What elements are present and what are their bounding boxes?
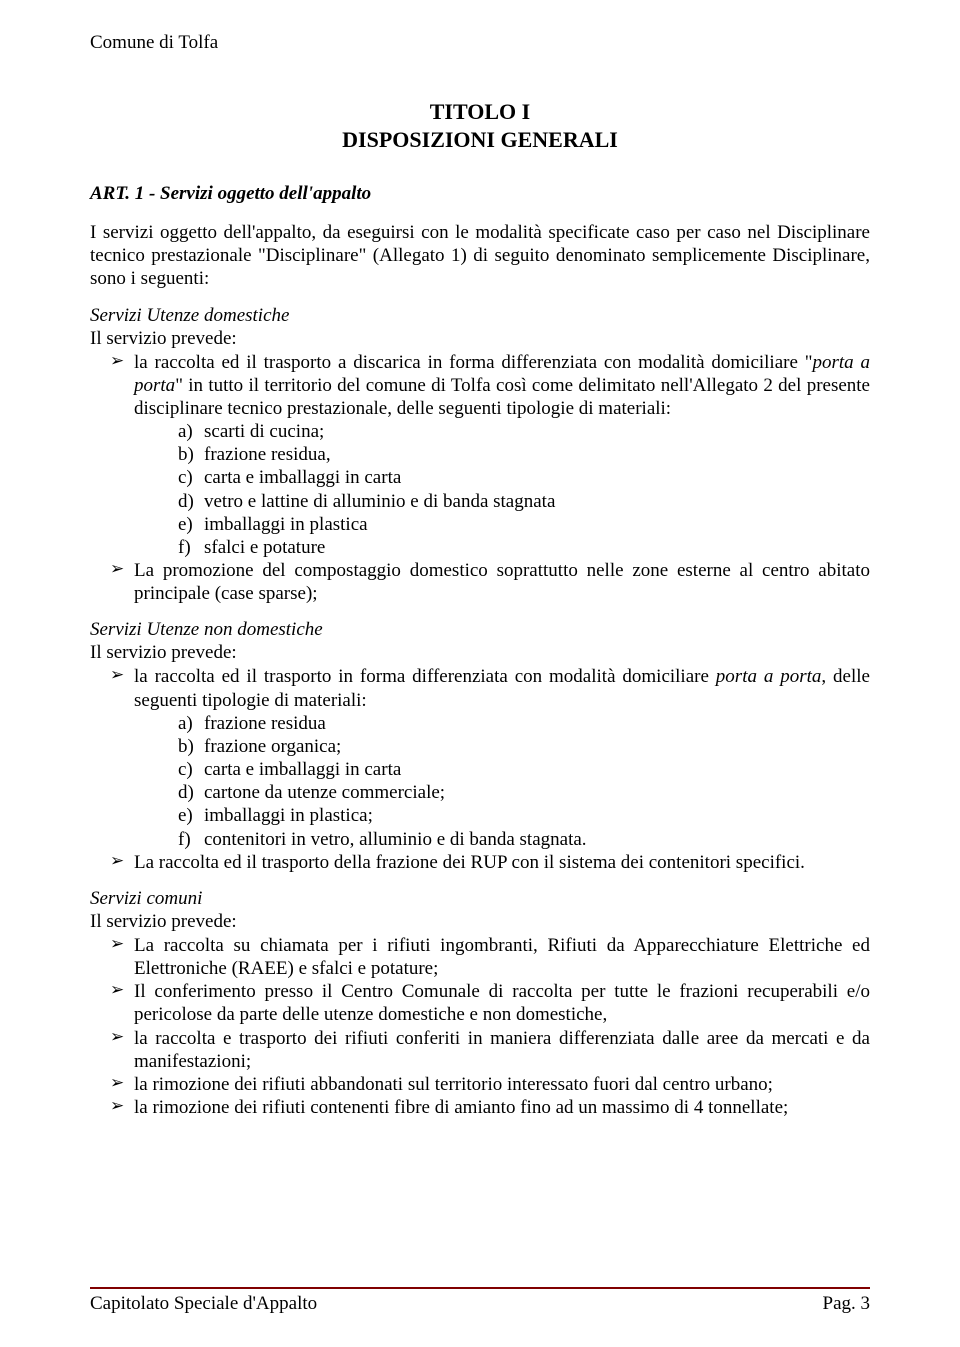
list-marker: e) (178, 513, 193, 536)
list-marker: d) (178, 781, 194, 804)
list-marker: a) (178, 712, 193, 735)
section-label-nondomestic: Servizi Utenze non domestiche (90, 619, 870, 641)
bullet-list-1: la raccolta ed il trasporto a discarica … (90, 351, 870, 606)
section-label-domestic: Servizi Utenze domestiche (90, 305, 870, 327)
list-marker: f) (178, 828, 191, 851)
sub-text: frazione residua (204, 713, 326, 734)
sub-text: carta e imballaggi in carta (204, 759, 401, 780)
bullet-item: la raccolta ed il trasporto in forma dif… (90, 665, 870, 850)
sub-item: a) frazione residua (134, 712, 870, 735)
bullet-item: la rimozione dei rifiuti contenenti fibr… (90, 1096, 870, 1119)
list-marker: d) (178, 490, 194, 513)
title-line-2: DISPOSIZIONI GENERALI (90, 126, 870, 154)
title-line-1: TITOLO I (90, 98, 870, 126)
text-italic: porta a porta (716, 666, 822, 687)
bullet-item: Il conferimento presso il Centro Comunal… (90, 980, 870, 1026)
list-marker: c) (178, 466, 193, 489)
list-marker: a) (178, 420, 193, 443)
service-intro-1: Il servizio prevede: (90, 328, 870, 350)
sub-text: vetro e lattine di alluminio e di banda … (204, 491, 555, 512)
footer-left: Capitolato Speciale d'Appalto (90, 1293, 317, 1315)
sub-item: e) imballaggi in plastica; (134, 804, 870, 827)
list-marker: c) (178, 758, 193, 781)
service-intro-3: Il servizio prevede: (90, 911, 870, 933)
sub-list-1: a)scarti di cucina; b)frazione residua, … (134, 420, 870, 559)
section-label-common: Servizi comuni (90, 888, 870, 910)
sub-item: d) cartone da utenze commerciale; (134, 781, 870, 804)
sub-item: d) vetro e lattine di alluminio e di band… (134, 490, 870, 513)
text-fragment: " in tutto il territorio del comune di T… (134, 375, 870, 419)
sub-item: c) carta e imballaggi in carta (134, 466, 870, 489)
sub-item: b) frazione organica; (134, 735, 870, 758)
bullet-item: la raccolta ed il trasporto a discarica … (90, 351, 870, 560)
page-header: Comune di Tolfa (90, 32, 870, 54)
intro-paragraph: I servizi oggetto dell'appalto, da esegu… (90, 221, 870, 291)
sub-text: frazione organica; (204, 736, 341, 757)
service-intro-2: Il servizio prevede: (90, 642, 870, 664)
sub-text: frazione residua, (204, 444, 331, 465)
sub-text: scarti di cucina; (204, 421, 324, 442)
bullet-item: La promozione del compostaggio domestico… (90, 559, 870, 605)
bullet-item: la rimozione dei rifiuti abbandonati sul… (90, 1073, 870, 1096)
sub-text: imballaggi in plastica (204, 514, 368, 535)
text-fragment: la raccolta ed il trasporto a discarica … (134, 352, 813, 373)
bullet-item: La raccolta su chiamata per i rifiuti in… (90, 934, 870, 980)
list-marker: f) (178, 536, 191, 559)
title-block: TITOLO I DISPOSIZIONI GENERALI (90, 98, 870, 153)
bullet-list-3: La raccolta su chiamata per i rifiuti in… (90, 934, 870, 1119)
sub-text: cartone da utenze commerciale; (204, 782, 445, 803)
sub-text: imballaggi in plastica; (204, 805, 373, 826)
footer-right: Pag. 3 (823, 1293, 871, 1315)
list-marker: b) (178, 443, 194, 466)
list-marker: e) (178, 804, 193, 827)
sub-list-2: a)frazione residua b)frazione organica; … (134, 712, 870, 851)
page-footer: Capitolato Speciale d'Appalto Pag. 3 (90, 1287, 870, 1315)
text-fragment: la raccolta ed il trasporto in forma dif… (134, 666, 716, 687)
sub-text: sfalci e potature (204, 537, 325, 558)
bullet-list-2: la raccolta ed il trasporto in forma dif… (90, 665, 870, 874)
sub-item: e) imballaggi in plastica (134, 513, 870, 536)
sub-text: carta e imballaggi in carta (204, 467, 401, 488)
bullet-item: La raccolta ed il trasporto della frazio… (90, 851, 870, 874)
sub-item: c) carta e imballaggi in carta (134, 758, 870, 781)
bullet-item: la raccolta e trasporto dei rifiuti conf… (90, 1027, 870, 1073)
sub-item: b) frazione residua, (134, 443, 870, 466)
article-heading: ART. 1 - Servizi oggetto dell'appalto (90, 183, 870, 205)
list-marker: b) (178, 735, 194, 758)
sub-item: f) sfalci e potature (134, 536, 870, 559)
sub-item: f) contenitori in vetro, alluminio e di b… (134, 828, 870, 851)
sub-item: a) scarti di cucina; (134, 420, 870, 443)
sub-text: contenitori in vetro, alluminio e di ban… (204, 829, 587, 850)
